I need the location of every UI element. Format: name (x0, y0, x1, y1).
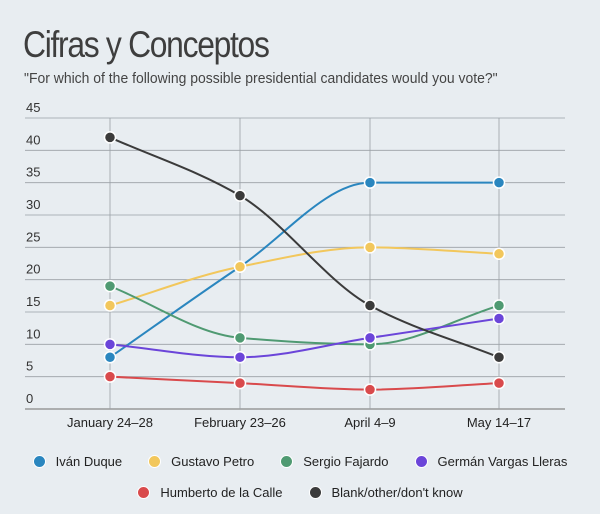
legend-item[interactable]: Blank/other/don't know (308, 485, 463, 500)
data-point (103, 299, 117, 312)
legend-item[interactable]: Iván Duque (32, 454, 123, 469)
y-tick-label: 5 (26, 359, 33, 374)
data-point (492, 312, 506, 325)
legend-row-2: Humberto de la Calle Blank/other/don't kn… (0, 485, 600, 500)
y-tick-label: 10 (26, 326, 40, 341)
legend-item[interactable]: Sergio Fajardo (280, 454, 389, 469)
x-tick-label: January 24–28 (67, 415, 153, 430)
x-tick-label: February 23–26 (194, 415, 286, 430)
legend-item[interactable]: Humberto de la Calle (137, 485, 283, 500)
x-tick-label: April 4–9 (344, 415, 395, 430)
data-point (233, 331, 247, 345)
series-line (109, 317, 500, 359)
data-point (492, 299, 506, 312)
x-tick-label: May 14–17 (467, 415, 531, 430)
legend-label: Blank/other/don't know (331, 485, 463, 500)
chart-title: Cifras y Conceptos (23, 24, 270, 65)
legend-label: Germán Vargas Lleras (437, 454, 568, 469)
y-tick-label: 40 (26, 132, 40, 147)
series-line (109, 246, 500, 307)
legend-marker-icon (414, 455, 428, 468)
chart-subtitle: "For which of the following possible pre… (24, 70, 498, 87)
y-tick-label: 15 (26, 294, 40, 309)
y-tick-label: 30 (26, 197, 40, 212)
data-point (233, 189, 247, 202)
data-point (103, 351, 117, 364)
data-point (492, 176, 506, 189)
series-line (109, 375, 500, 391)
data-point (103, 131, 117, 144)
legend-label: Humberto de la Calle (160, 485, 283, 500)
data-point (363, 331, 377, 345)
data-point (103, 279, 117, 293)
series-line (109, 285, 500, 346)
legend-item[interactable]: Germán Vargas Lleras (414, 454, 568, 469)
legend-item[interactable]: Gustavo Petro (148, 454, 254, 469)
legend-label: Gustavo Petro (171, 454, 255, 469)
data-point (233, 376, 247, 390)
legend-marker-icon (32, 455, 46, 468)
data-point (492, 376, 506, 390)
data-point (363, 299, 377, 312)
data-point (363, 383, 377, 396)
legend-marker-icon (280, 455, 294, 468)
y-tick-label: 25 (26, 229, 40, 244)
data-point (103, 338, 117, 351)
data-point (233, 351, 247, 364)
data-point (363, 241, 377, 254)
series-line (109, 136, 500, 359)
legend-marker-icon (148, 455, 162, 468)
series-line (109, 181, 499, 359)
legend-label: Iván Duque (55, 454, 123, 469)
y-tick-label: 0 (26, 391, 33, 406)
legend-label: Sergio Fajardo (303, 454, 389, 469)
y-tick-label: 20 (26, 262, 40, 277)
legend-marker-icon (137, 486, 151, 499)
data-point (492, 351, 506, 364)
data-point (233, 260, 247, 273)
y-tick-label: 45 (26, 100, 40, 115)
legend-marker-icon (308, 486, 322, 499)
data-point (363, 176, 377, 189)
data-point (492, 247, 506, 261)
legend-row-1: Iván Duque Gustavo Petro Sergio Fajardo Ger… (0, 454, 600, 469)
data-point (103, 370, 117, 383)
y-tick-label: 35 (26, 165, 40, 180)
